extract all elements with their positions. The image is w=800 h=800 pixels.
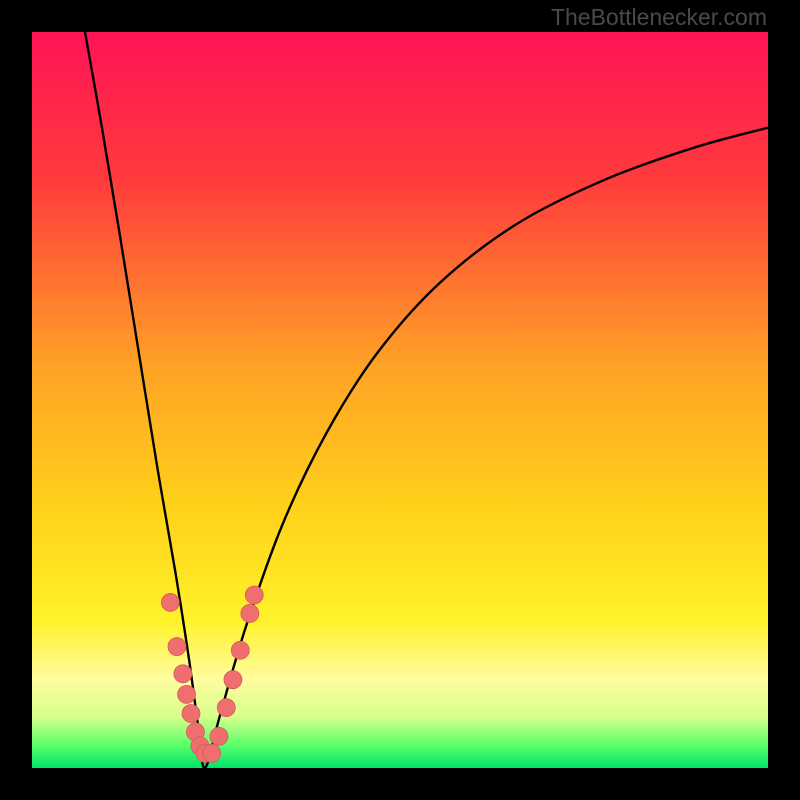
data-marker — [231, 641, 249, 659]
data-marker — [217, 699, 235, 717]
watermark-text: TheBottlenecker.com — [551, 4, 767, 31]
chart-frame: TheBottlenecker.com — [0, 0, 800, 800]
plot-area — [32, 32, 768, 768]
data-marker — [245, 586, 263, 604]
data-marker — [161, 593, 179, 611]
data-marker — [241, 604, 259, 622]
curve-layer — [32, 32, 768, 768]
data-marker — [210, 727, 228, 745]
data-marker — [203, 744, 221, 762]
data-marker — [174, 665, 192, 683]
data-marker — [178, 685, 196, 703]
bottleneck-curve — [85, 32, 768, 768]
data-marker — [182, 705, 200, 723]
data-marker — [224, 671, 242, 689]
marker-group — [161, 586, 263, 762]
data-marker — [168, 638, 186, 656]
